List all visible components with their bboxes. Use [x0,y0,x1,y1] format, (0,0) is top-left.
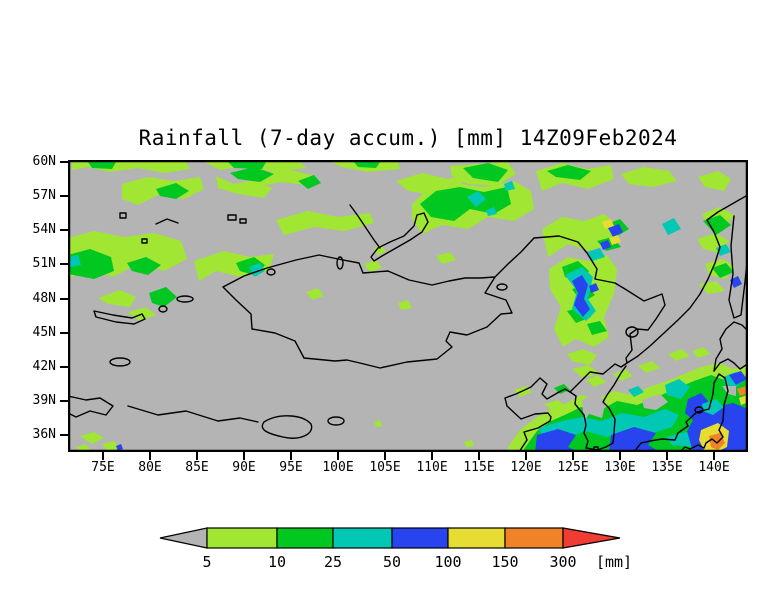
lon-tick [572,452,574,460]
lon-tick-label: 90E [232,460,256,475]
lat-tick [60,400,68,402]
colorbar: 5 10 25 50 100 150 300 [mm] [159,527,632,571]
lon-tick [384,452,386,460]
lon-tick [666,452,668,460]
lat-tick [60,263,68,265]
lon-tick [102,452,104,460]
lat-tick-label: 57N [32,188,56,203]
lon-tick-label: 125E [557,460,589,475]
lon-tick [619,452,621,460]
lon-tick [431,452,433,460]
colorbar-segment-25-50 [332,527,393,549]
colorbar-tick-label: 150 [491,553,518,571]
colorbar-arrow-high [562,527,621,549]
lat-tick [60,332,68,334]
colorbar-segment-5-10 [206,527,278,549]
lat-tick-label: 45N [32,325,56,340]
colorbar-segment-150-300 [504,527,564,549]
colorbar-tick-label: 10 [268,553,286,571]
rain-layer-150-300mm [709,386,748,450]
lat-tick [60,229,68,231]
colorbar-segment-50-100 [391,527,449,549]
lon-tick [337,452,339,460]
lon-tick-label: 95E [279,460,303,475]
lon-tick [525,452,527,460]
colorbar-segment-10-25 [276,527,334,549]
lat-tick [60,366,68,368]
lat-tick-label: 60N [32,154,56,169]
colorbar-tick-label: 25 [324,553,342,571]
lat-tick [60,434,68,436]
map-plot-area [68,160,748,452]
lon-tick-label: 120E [510,460,542,475]
lat-tick-label: 39N [32,393,56,408]
map-frame [68,160,748,452]
rain-layer-25-50mm-detail [702,399,724,415]
colorbar-tick-label: 5 [202,553,211,571]
dry-gap-patches [582,386,736,422]
lon-tick-label: 140E [698,460,730,475]
lat-tick [60,161,68,163]
colorbar-tick-label: 100 [434,553,461,571]
lat-tick-label: 42N [32,359,56,374]
lon-tick [149,452,151,460]
lat-tick-label: 51N [32,256,56,271]
lon-tick [713,452,715,460]
lon-tick-label: 110E [416,460,448,475]
lon-tick-label: 130E [604,460,636,475]
lon-tick-label: 115E [463,460,495,475]
colorbar-tick-label: 300 [549,553,576,571]
lon-tick [196,452,198,460]
lat-tick-label: 54N [32,222,56,237]
figure-title: Rainfall (7-day accum.) [mm] 14Z09Feb202… [138,126,678,150]
lat-tick-label: 48N [32,291,56,306]
lat-tick [60,195,68,197]
lat-tick [60,298,68,300]
lon-tick-label: 75E [91,460,115,475]
lon-tick [478,452,480,460]
lon-tick-label: 80E [138,460,162,475]
lon-tick-label: 135E [651,460,683,475]
colorbar-arrow-low [159,527,208,549]
lon-tick-label: 100E [322,460,354,475]
lon-tick [243,452,245,460]
lon-tick-label: 105E [369,460,401,475]
lat-tick-label: 36N [32,427,56,442]
colorbar-unit-label: [mm] [596,553,632,571]
lon-tick-label: 85E [185,460,209,475]
colorbar-tick-label: 50 [383,553,401,571]
lon-tick [290,452,292,460]
colorbar-segment-100-150 [447,527,506,549]
